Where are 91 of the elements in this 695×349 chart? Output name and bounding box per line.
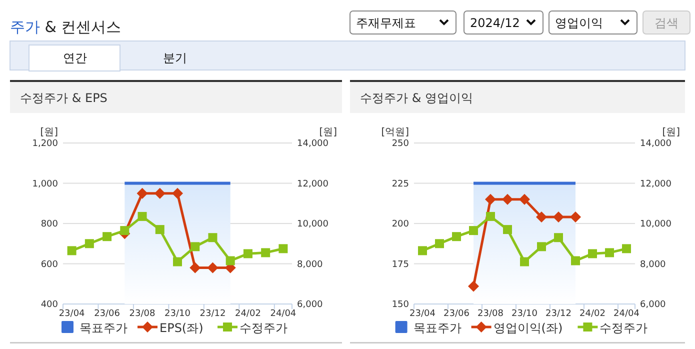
point <box>155 225 164 234</box>
legend-label: 수정주가 <box>240 321 288 335</box>
point <box>154 188 166 199</box>
x-tick-label: 23/08 <box>129 309 156 319</box>
point <box>435 239 444 248</box>
point <box>571 256 580 266</box>
y2-tick-label: 8,000 <box>297 260 324 270</box>
point <box>208 233 218 242</box>
x-tick-label: 23/12 <box>546 309 572 319</box>
point <box>418 246 427 256</box>
point <box>519 194 530 205</box>
y-tick-label: 150 <box>392 300 410 310</box>
y2-tick-label: 8,000 <box>640 260 666 270</box>
x-tick-label: 24/02 <box>580 309 606 319</box>
y2-tick-label: 14,000 <box>297 139 329 149</box>
point <box>622 244 631 254</box>
point <box>503 225 512 234</box>
y-tick-label: 1,200 <box>32 139 58 149</box>
point <box>468 280 479 292</box>
point <box>537 242 546 252</box>
y2-tick-label: 14,000 <box>640 139 672 149</box>
point <box>278 244 288 254</box>
x-tick-label: 23/10 <box>512 309 538 319</box>
x-tick-label: 24/02 <box>234 309 261 319</box>
text: 검색 <box>654 16 678 30</box>
point <box>84 239 94 248</box>
point <box>67 246 76 256</box>
x-tick-label: 23/10 <box>164 309 191 319</box>
x-tick-label: 23/08 <box>478 309 504 319</box>
y-tick-label: 225 <box>392 179 409 190</box>
point <box>190 242 200 252</box>
point <box>138 212 147 221</box>
point <box>136 188 148 199</box>
y-axis-title: [억원] <box>381 127 410 138</box>
y2-tick-label: 12,000 <box>640 179 672 190</box>
point <box>452 232 461 242</box>
y-tick-label: 200 <box>392 220 410 230</box>
y-tick-label: 250 <box>392 139 410 149</box>
point <box>520 257 529 266</box>
legend-label: 목표주가 <box>413 321 462 335</box>
point <box>554 233 563 242</box>
y-tick-label: 600 <box>40 260 58 270</box>
y-tick-label: 175 <box>392 260 409 270</box>
point <box>570 212 581 223</box>
legend-label: EPS(좌) <box>160 321 204 335</box>
y2-tick-label: 6,000 <box>297 300 324 310</box>
text: 분기 <box>163 51 187 65</box>
chart-title: 수정주가 & 영업이익 <box>360 91 473 105</box>
y2-tick-label: 10,000 <box>297 220 329 230</box>
text: 2024/12 <box>470 16 520 30</box>
point <box>102 232 112 242</box>
y2-tick-label: 10,000 <box>640 220 672 230</box>
legend-label: 영업이익(좌) <box>493 321 563 335</box>
y-tick-label: 400 <box>40 300 58 310</box>
point <box>553 212 564 223</box>
point <box>502 194 513 205</box>
y2-axis-title: [원] <box>319 127 338 138</box>
x-tick-label: 23/06 <box>94 309 120 319</box>
x-tick-label: 23/04 <box>410 309 436 319</box>
point <box>120 226 130 236</box>
text: 영업이익 <box>555 16 603 30</box>
y2-tick-label: 6,000 <box>640 300 666 310</box>
x-tick-label: 23/04 <box>58 309 86 319</box>
point <box>536 212 547 223</box>
legend-label: 수정주가 <box>600 321 648 335</box>
point <box>226 256 235 266</box>
legend-label: 목표주가 <box>80 321 128 335</box>
y-axis-title: [원] <box>40 127 58 138</box>
point <box>588 249 597 258</box>
point <box>190 262 201 274</box>
point <box>243 249 252 258</box>
x-tick-label: 23/06 <box>444 309 470 319</box>
point <box>605 248 614 258</box>
point <box>485 194 496 205</box>
text: 주가 & 컨센서스 <box>10 18 122 36</box>
x-tick-label: 24/04 <box>270 309 296 319</box>
x-tick-label: 23/12 <box>200 309 226 319</box>
y-tick-label: 800 <box>40 220 58 230</box>
point <box>173 257 182 266</box>
y-tick-label: 1,000 <box>32 179 58 190</box>
point <box>261 248 270 258</box>
y2-tick-label: 12,000 <box>297 179 329 190</box>
point <box>172 188 183 199</box>
point <box>469 226 478 236</box>
point <box>207 262 218 274</box>
text: 주재무제표 <box>356 16 416 30</box>
x-tick-label: 24/04 <box>614 309 640 319</box>
y2-axis-title: [원] <box>662 127 680 138</box>
chart-title: 수정주가 & EPS <box>20 91 108 105</box>
point <box>486 212 495 221</box>
text: 연간 <box>63 51 87 65</box>
